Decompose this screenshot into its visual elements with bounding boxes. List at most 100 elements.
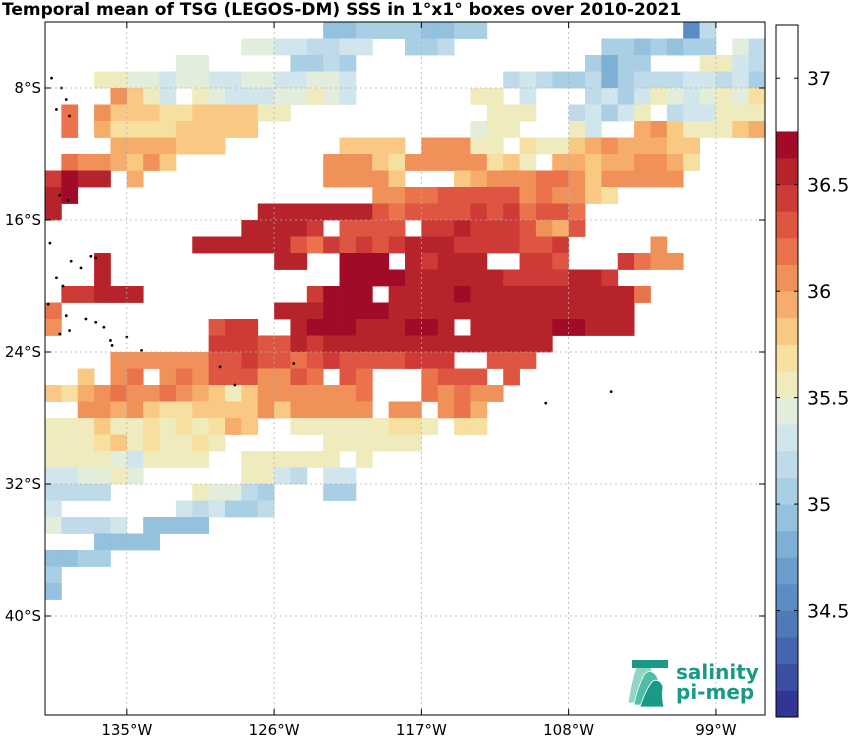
colorbar-tick-label: 35	[807, 494, 831, 516]
sss-cell	[683, 137, 700, 155]
sss-cell	[339, 203, 357, 221]
sss-cell	[208, 352, 226, 369]
sss-cell	[470, 319, 488, 336]
sss-cell	[225, 484, 242, 501]
sss-cell	[192, 71, 210, 89]
sss-cell	[568, 269, 586, 287]
sss-cell	[143, 121, 160, 138]
sss-cell	[355, 451, 373, 468]
sss-cell	[519, 88, 537, 105]
sss-cell	[372, 203, 390, 221]
lon-tick-labels: 135°W 126°W 117°W 108°W 99°W	[101, 22, 737, 739]
sss-cell	[175, 500, 193, 518]
sss-cell	[405, 253, 422, 270]
sss-cell	[126, 170, 144, 188]
sss-cell	[421, 203, 439, 221]
sss-cell	[110, 71, 128, 89]
sss-cell	[77, 434, 95, 452]
sss-cell	[110, 104, 128, 122]
sss-cell	[110, 418, 128, 435]
sss-cell	[257, 352, 275, 369]
sss-cell	[94, 269, 111, 287]
sss-cell	[519, 220, 537, 237]
sss-cell	[126, 418, 144, 435]
sss-cell	[175, 434, 193, 452]
sss-cell	[274, 467, 291, 485]
island-marker	[46, 302, 50, 306]
sss-cell	[208, 121, 226, 138]
sss-cell	[552, 253, 570, 270]
sss-cell	[666, 137, 684, 155]
sss-cell	[405, 154, 422, 171]
sss-cell	[61, 434, 79, 452]
sss-cell	[339, 302, 357, 320]
sss-cell	[535, 170, 553, 188]
sss-cell	[61, 187, 79, 204]
sss-cell	[388, 319, 406, 336]
sss-cell	[519, 302, 537, 320]
sss-cell	[143, 434, 160, 452]
sss-cell	[159, 71, 177, 89]
sss-cell	[290, 335, 308, 353]
colorbar-tick-label: 37	[807, 68, 831, 90]
sss-cell	[225, 401, 242, 419]
sss-cell	[568, 187, 586, 204]
sss-cell	[666, 170, 684, 188]
sss-cell	[159, 104, 177, 122]
sss-cell	[617, 104, 635, 122]
sss-cell	[61, 451, 79, 468]
sss-cell	[470, 154, 488, 171]
colorbar-segment	[776, 317, 798, 345]
sss-cell	[748, 104, 766, 122]
sss-cell	[617, 88, 635, 105]
sss-cell	[617, 55, 635, 72]
sss-cell	[175, 418, 193, 435]
sss-cell	[454, 253, 471, 270]
sss-cell	[110, 286, 128, 303]
sss-cell	[568, 319, 586, 336]
sss-cell	[192, 104, 210, 122]
sss-cell	[503, 154, 520, 171]
sss-cell	[503, 187, 520, 204]
island-marker	[50, 76, 53, 80]
sss-cell	[175, 137, 193, 155]
sss-cell	[405, 22, 422, 39]
sss-cell	[257, 368, 275, 386]
sss-cell	[94, 533, 111, 551]
sss-cell	[274, 236, 291, 254]
sss-cell	[323, 418, 340, 435]
sss-cell	[454, 170, 471, 188]
sss-cell	[241, 352, 259, 369]
sss-cell	[486, 269, 504, 287]
sss-cell	[486, 104, 504, 122]
sss-cell	[699, 71, 717, 89]
sss-cell	[503, 236, 520, 254]
sss-cell	[290, 71, 308, 89]
sss-cell	[470, 385, 488, 402]
sss-cell	[208, 434, 226, 452]
sss-cell	[225, 335, 242, 353]
logo-top-bar	[632, 660, 668, 668]
island-marker	[102, 325, 106, 329]
sss-cell	[372, 220, 390, 237]
sss-cell	[454, 154, 471, 171]
colorbar-segment	[776, 504, 798, 532]
sss-cell	[192, 451, 210, 468]
sss-cell	[257, 385, 275, 402]
sss-cell	[45, 484, 62, 501]
sss-cell	[568, 170, 586, 188]
sss-cell	[274, 253, 291, 270]
sss-cell	[748, 38, 766, 56]
sss-cell	[225, 385, 242, 402]
sss-cell	[159, 137, 177, 155]
sss-cell	[470, 220, 488, 237]
sss-cell	[617, 286, 635, 303]
sss-cell	[208, 236, 226, 254]
sss-cell	[225, 236, 242, 254]
island-marker	[68, 329, 71, 332]
sss-cell	[552, 236, 570, 254]
lon-tick-label: 108°W	[543, 721, 594, 739]
sss-cell	[339, 319, 357, 336]
sss-cell	[257, 71, 275, 89]
sss-cell	[143, 352, 160, 369]
